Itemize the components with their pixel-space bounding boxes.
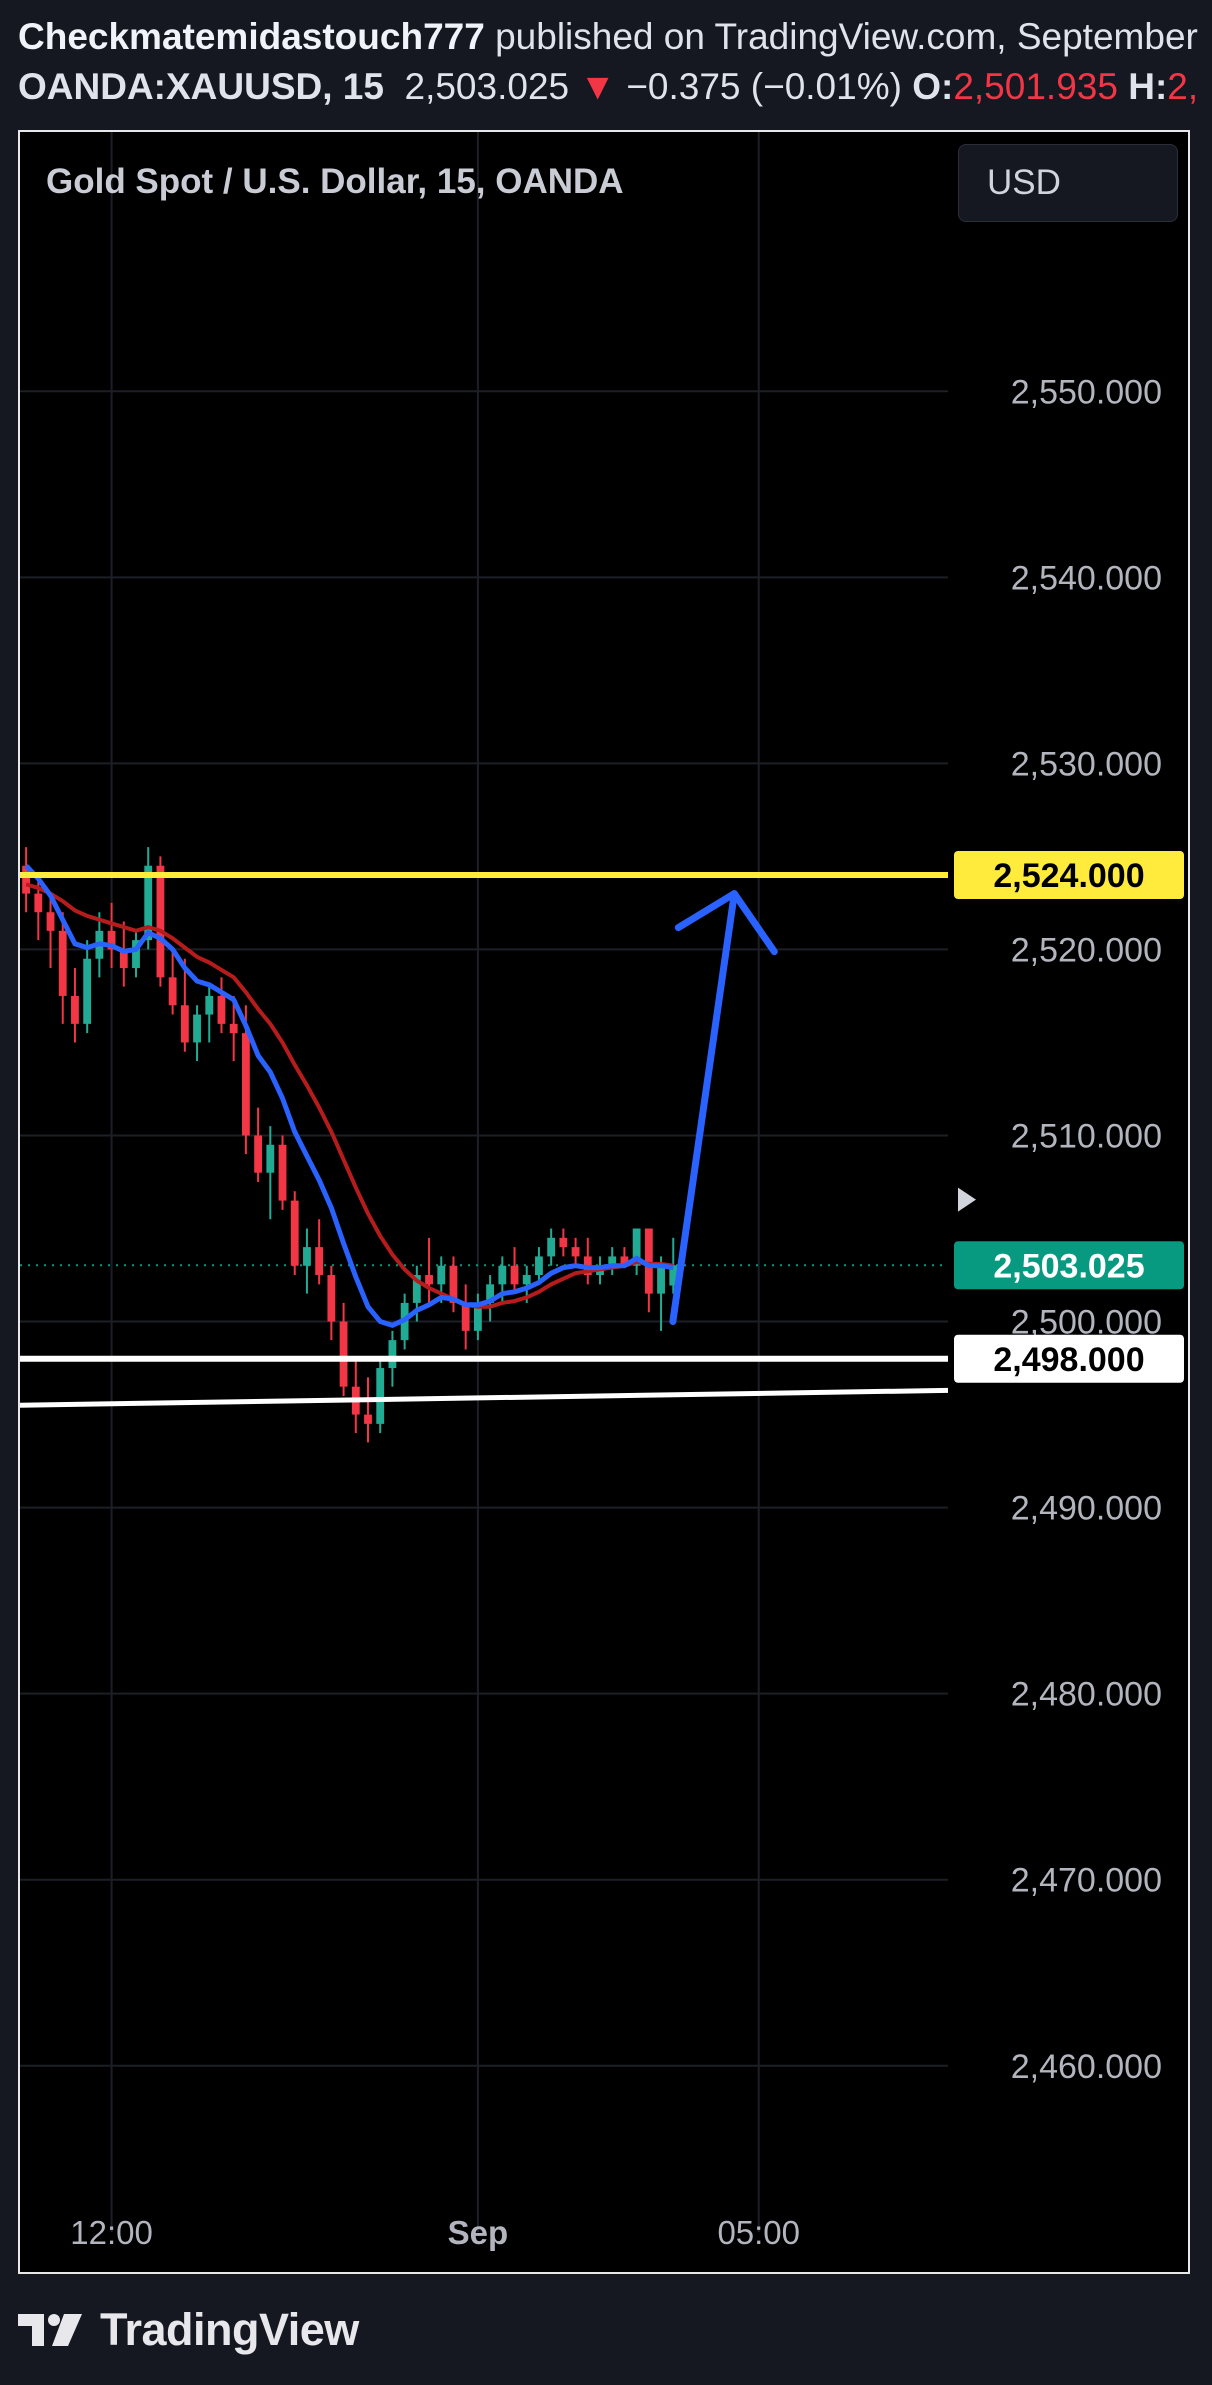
scroll-right-icon[interactable] xyxy=(958,1187,976,1212)
candle-body xyxy=(571,1247,580,1257)
price-change: −0.375 (−0.01%) xyxy=(626,66,902,107)
brand-name: TradingView xyxy=(100,2304,359,2355)
open-value: 2,501.935 xyxy=(953,66,1118,107)
high-label: H: xyxy=(1128,66,1168,107)
y-tick-label: 2,470.000 xyxy=(1011,1862,1162,1900)
open-label: O: xyxy=(912,66,954,107)
x-tick-label: 05:00 xyxy=(717,2214,800,2251)
author-name[interactable]: Checkmatemidastouch777 xyxy=(18,16,485,57)
candle-body xyxy=(217,995,226,1024)
candle-body xyxy=(132,940,140,969)
candle-body xyxy=(290,1200,299,1266)
candle-body xyxy=(22,865,31,894)
y-tick-label: 2,530.000 xyxy=(1011,745,1162,783)
candle-body xyxy=(669,1265,678,1286)
quote-bar: OANDA:XAUUSD, 15 2,503.025 ▼ −0.375 (−0.… xyxy=(18,62,1208,112)
price-tag-label: 2,498.000 xyxy=(993,1341,1144,1379)
candle-body xyxy=(559,1237,568,1248)
price-chart[interactable]: 2,460.000 2,470.000 2,480.000 2,490.000 2,50… xyxy=(20,132,1188,2272)
candle-body xyxy=(241,1033,250,1136)
candle-body xyxy=(278,1144,287,1201)
x-tick-label: Sep xyxy=(448,2214,509,2251)
candle-body xyxy=(376,1368,385,1424)
candle-body xyxy=(193,1014,201,1043)
symbol-label: OANDA:XAUUSD, 15 xyxy=(18,66,384,107)
candle-body xyxy=(83,958,92,1024)
candle-body xyxy=(303,1247,311,1266)
candle-body xyxy=(71,995,79,1024)
y-tick-label: 2,460.000 xyxy=(1011,2048,1162,2086)
y-tick-label: 2,550.000 xyxy=(1011,373,1162,411)
candle-body xyxy=(632,1228,641,1266)
candle-body xyxy=(34,893,43,913)
candle-body xyxy=(119,949,128,969)
projection-arrow-shaft[interactable] xyxy=(669,890,738,1326)
chart-area[interactable]: 2,460.000 2,470.000 2,480.000 2,490.000 2,50… xyxy=(18,130,1190,2274)
candle-body xyxy=(620,1256,629,1266)
y-tick-label: 2,540.000 xyxy=(1011,559,1162,597)
y-tick-label: 2,510.000 xyxy=(1011,1117,1162,1155)
down-arrow-icon: ▼ xyxy=(579,66,617,107)
candle-body xyxy=(449,1265,458,1303)
symbol-title: Gold Spot / U.S. Dollar, 15, OANDA xyxy=(46,162,624,201)
candle-body xyxy=(535,1256,543,1276)
publication-info: Checkmatemidastouch777 published on Trad… xyxy=(18,12,1208,62)
candle-body xyxy=(107,930,116,950)
y-tick-label: 2,520.000 xyxy=(1011,931,1162,969)
candle-body xyxy=(168,977,177,1006)
footer-branding: TradingView xyxy=(18,2300,359,2360)
ma-slow-line xyxy=(25,882,674,1309)
candle-body xyxy=(327,1275,336,1322)
candle-body xyxy=(657,1265,665,1294)
price-tag-bg xyxy=(954,851,1184,900)
candle-body xyxy=(644,1228,653,1294)
candle-body xyxy=(229,1023,238,1034)
candle-body xyxy=(339,1321,348,1387)
price-tag-bg xyxy=(954,1334,1184,1383)
candle-body xyxy=(425,1275,433,1285)
candle-body xyxy=(510,1265,519,1285)
candle-body xyxy=(144,865,153,941)
candle-body xyxy=(486,1284,495,1303)
candle-body xyxy=(254,1135,263,1173)
candle-body xyxy=(498,1265,507,1285)
candle-body xyxy=(437,1265,446,1285)
candle-body xyxy=(461,1302,470,1331)
candle-body xyxy=(315,1247,324,1276)
current-price-tag-label: 2,503.025 xyxy=(993,1247,1144,1285)
candle-body xyxy=(473,1302,482,1331)
candle-body xyxy=(522,1275,531,1285)
candle-body xyxy=(547,1237,556,1257)
ma-fast-line xyxy=(24,863,674,1328)
candle-body xyxy=(364,1414,372,1424)
current-price-tag-bg xyxy=(954,1241,1184,1290)
tradingview-logo-icon xyxy=(18,2314,82,2346)
currency-button[interactable]: USD xyxy=(958,144,1178,222)
y-tick-label: 2,480.000 xyxy=(1011,1676,1162,1714)
x-tick-label: 12:00 xyxy=(70,2214,153,2251)
candle-body xyxy=(46,912,55,931)
candle-body xyxy=(388,1340,397,1369)
candle-body xyxy=(266,1144,275,1173)
candle-body xyxy=(180,1005,189,1043)
candle-body xyxy=(156,865,165,978)
y-tick-label: 2,490.000 xyxy=(1011,1490,1162,1528)
trend-line[interactable] xyxy=(20,1387,949,1408)
candle-body xyxy=(412,1275,421,1303)
price-tag-label: 2,524.000 xyxy=(993,857,1144,895)
published-text: published on TradingView.com, September xyxy=(495,16,1198,57)
candle-body xyxy=(58,930,67,996)
candle-body xyxy=(205,995,214,1015)
last-price: 2,503.025 xyxy=(404,66,570,107)
candle-body xyxy=(608,1256,617,1266)
projection-arrow-head[interactable] xyxy=(674,890,778,956)
high-value: 2, xyxy=(1167,66,1199,107)
